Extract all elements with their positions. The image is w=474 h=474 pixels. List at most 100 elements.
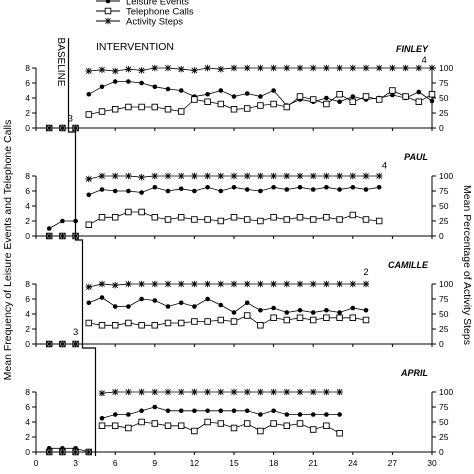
telephone-point [151, 103, 159, 111]
leisure-point [139, 296, 144, 302]
right-tick-label: 25 [439, 108, 449, 118]
leisure-point [258, 412, 263, 417]
right-tick-label: 25 [439, 432, 449, 442]
telephone-point [283, 422, 291, 430]
activity-point [151, 64, 158, 72]
leisure-point [192, 188, 197, 194]
leisure-point [139, 80, 144, 86]
telephone-point [323, 213, 330, 221]
activity-point [230, 172, 238, 180]
telephone-point [230, 318, 238, 325]
leisure-point [205, 91, 210, 97]
leisure-point [231, 184, 237, 190]
activity-point [336, 388, 343, 396]
leisure-point [112, 304, 118, 309]
leisure-point [297, 412, 303, 417]
telephone-point [217, 100, 225, 108]
phase-change-line [67, 38, 97, 456]
telephone-point [362, 93, 370, 100]
legend-entry-star: Activity Steps [96, 17, 183, 28]
activity-point [164, 280, 172, 288]
leisure-point [284, 310, 290, 315]
telephone-point [309, 96, 317, 103]
left-tick-label: 2 [25, 324, 30, 334]
activity-point [415, 64, 422, 72]
right-tick-label: 100 [439, 171, 453, 181]
activity-point [244, 64, 251, 72]
leisure-point [99, 84, 105, 90]
activity-point [72, 232, 79, 240]
telephone-point [151, 420, 159, 427]
activity-point [402, 64, 409, 72]
panel-annotation: 4 [382, 161, 387, 172]
telephone-point [138, 418, 145, 426]
telephone-point [111, 422, 119, 430]
telephone-point [323, 100, 330, 108]
series-star [46, 280, 370, 348]
leisure-point [152, 404, 158, 410]
activity-point [59, 232, 66, 240]
activity-point [323, 280, 330, 288]
panel-april: 0 2 4 6 8 0 25 50 75 100 APRIL [25, 368, 453, 457]
activity-point [217, 388, 224, 396]
left-tick-label: 6 [25, 402, 30, 412]
activity-point [164, 172, 172, 180]
activity-point [204, 388, 211, 396]
telephone-point [125, 319, 132, 327]
activity-point [191, 280, 198, 288]
telephone-point [257, 427, 264, 435]
leisure-point [205, 296, 210, 302]
y-axis-label-right: Mean Percentage of Activity Steps [461, 185, 473, 345]
telephone-point [138, 208, 145, 216]
x-tick-label: 30 [427, 458, 437, 468]
activity-point [98, 390, 106, 397]
telephone-point [164, 319, 172, 327]
activity-point [389, 64, 396, 72]
telephone-point [125, 103, 132, 111]
activity-point [217, 66, 224, 73]
leisure-point [60, 218, 65, 224]
activity-point [46, 448, 53, 456]
leisure-point [297, 307, 303, 313]
leisure-point [337, 310, 342, 315]
x-tick-label: 18 [269, 458, 279, 468]
telephone-point [428, 90, 436, 98]
leisure-point [218, 88, 224, 93]
activity-point [362, 64, 370, 72]
legend-label: Leisure Events [126, 0, 189, 8]
right-tick-label: 100 [439, 63, 453, 73]
leisure-point [337, 412, 342, 417]
activity-point [112, 388, 119, 396]
telephone-point [243, 216, 251, 223]
leisure-point [178, 88, 184, 93]
telephone-point [177, 422, 185, 430]
leisure-point [258, 94, 263, 99]
leisure-point [363, 307, 369, 313]
telephone-point [296, 93, 304, 100]
legend-entry-dot: Leisure Events [96, 0, 189, 8]
telephone-point [204, 98, 211, 105]
activity-point [376, 172, 383, 180]
activity-point [85, 283, 92, 291]
activity-point [336, 64, 343, 72]
right-tick-label: 25 [439, 324, 449, 334]
activity-point [244, 280, 251, 288]
telephone-point [309, 316, 317, 324]
activity-point [59, 448, 66, 456]
activity-point [376, 64, 383, 72]
right-tick-label: 75 [439, 294, 449, 304]
panel-name: APRIL [400, 368, 428, 378]
telephone-point [309, 426, 317, 433]
telephone-point [283, 103, 291, 111]
leisure-point [429, 98, 435, 104]
left-tick-label: 8 [25, 63, 30, 73]
telephone-point [415, 98, 423, 105]
leisure-point [165, 86, 171, 92]
telephone-point [191, 427, 198, 435]
telephone-point [402, 93, 409, 100]
telephone-point [362, 316, 370, 324]
right-tick-label: 0 [439, 123, 444, 133]
x-tick-label: 12 [190, 458, 200, 468]
telephone-point [375, 96, 383, 103]
